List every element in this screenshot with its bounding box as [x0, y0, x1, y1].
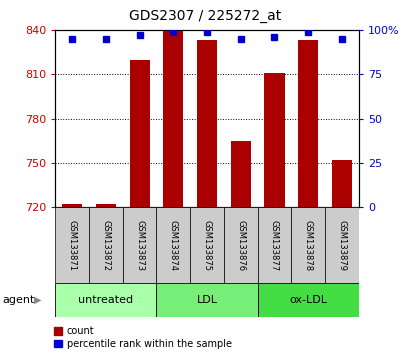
Bar	[55, 283, 156, 317]
Text: GSM133872: GSM133872	[101, 219, 110, 271]
Text: GSM133878: GSM133878	[303, 219, 312, 271]
Bar	[196, 40, 217, 207]
Bar	[324, 207, 358, 283]
Bar	[257, 283, 358, 317]
Bar	[223, 207, 257, 283]
Text: ox-LDL: ox-LDL	[288, 295, 326, 305]
Text: agent: agent	[2, 295, 34, 305]
Text: untreated: untreated	[78, 295, 133, 305]
Text: GSM133875: GSM133875	[202, 219, 211, 271]
Bar	[230, 141, 250, 207]
Text: GSM133873: GSM133873	[135, 219, 144, 271]
Bar	[55, 207, 89, 283]
Bar	[129, 59, 149, 207]
Bar	[291, 207, 324, 283]
Text: LDL: LDL	[196, 295, 217, 305]
Bar	[190, 207, 223, 283]
Bar	[156, 207, 190, 283]
Legend: count, percentile rank within the sample: count, percentile rank within the sample	[54, 326, 231, 349]
Bar	[122, 207, 156, 283]
Text: GSM133871: GSM133871	[67, 219, 76, 271]
Bar	[62, 204, 82, 207]
Bar	[156, 283, 257, 317]
Text: GSM133874: GSM133874	[169, 219, 178, 271]
Text: ▶: ▶	[34, 295, 41, 305]
Bar	[89, 207, 122, 283]
Text: GSM133876: GSM133876	[236, 219, 245, 271]
Text: GSM133879: GSM133879	[337, 219, 346, 271]
Bar	[331, 160, 351, 207]
Bar	[257, 207, 291, 283]
Text: GDS2307 / 225272_at: GDS2307 / 225272_at	[128, 9, 281, 23]
Bar	[297, 40, 317, 207]
Bar	[163, 30, 183, 207]
Text: GSM133877: GSM133877	[269, 219, 278, 271]
Bar	[264, 73, 284, 207]
Bar	[96, 204, 116, 207]
